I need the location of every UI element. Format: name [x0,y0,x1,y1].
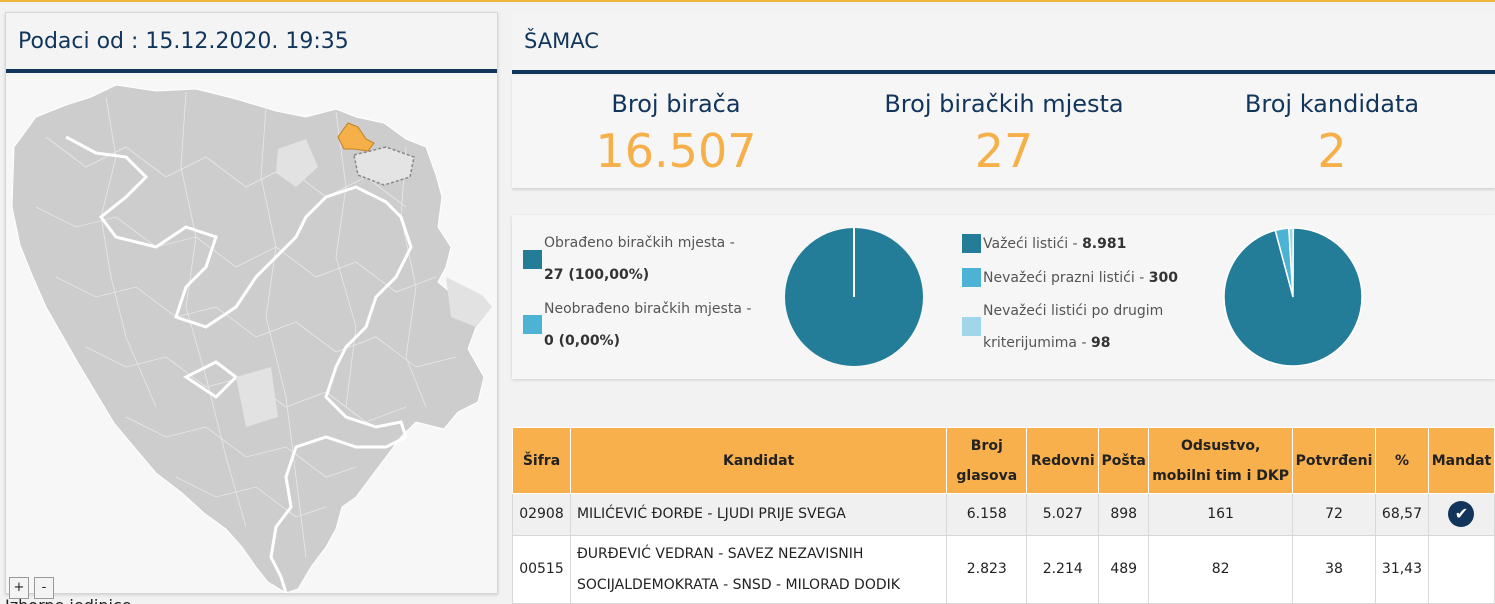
col-mail[interactable]: Pošta [1098,427,1150,494]
cell-mail: 489 [1098,535,1150,604]
ballots-pie-chart[interactable] [1207,211,1378,382]
cell-absent: 82 [1148,535,1294,604]
table-row[interactable]: 02908 MILIĆEVIĆ ĐORĐE - LJUDI PRIJE SVEG… [512,493,1495,536]
map-panel: Podaci od : 15.12.2020. 19:35 [5,12,498,599]
col-regular[interactable]: Redovni [1026,427,1100,494]
cell-votes: 2.823 [946,535,1028,604]
cell-candidate-line1: ĐURĐEVIĆ VEDRAN - SAVEZ NEZAVISNIH [576,545,864,562]
col-absent[interactable]: Odsustvo, mobilni tim i DKP [1148,427,1294,494]
brcko-district[interactable] [353,146,415,186]
cell-candidate: MILIĆEVIĆ ĐORĐE - LJUDI PRIJE SVEGA [569,493,948,536]
stat-label: Broj birača [611,90,741,118]
cell-percent: 31,43 [1375,535,1429,604]
cell-confirmed: 72 [1292,493,1376,536]
invalid-other-label-line1: Nevažeći listići po drugim [983,303,1164,319]
ballots-pie-slice-2[interactable] [1208,212,1377,381]
col-code[interactable]: Šifra [512,427,571,494]
selected-municipality-samac[interactable] [337,122,375,152]
data-timestamp: Podaci od : 15.12.2020. 19:35 [6,13,497,73]
map-footer-label: Izborne jedinice [5,596,132,604]
cell-code: 02908 [512,493,571,536]
col-absent-line1: Odsustvo, [1180,437,1261,454]
processed-label: Obrađeno biračkih mjesta - [544,235,735,251]
mandate-check-icon: ✔ [1448,501,1475,527]
invalid-other-label-line2: kriterijumima - [983,335,1087,351]
unprocessed-swatch [523,315,542,334]
unprocessed-legend: Neobrađeno biračkih mjesta - 0 (0,00%) [544,293,751,357]
col-mandate[interactable]: Mandat [1427,427,1495,494]
invalid-other-swatch [962,317,981,336]
cell-candidate-line2: SOCIJALDEMOKRATA - SNSD - MILORAD DODIK [576,576,900,593]
entity-boundary [65,135,413,594]
invalid-other-value: 98 [1090,335,1111,351]
processed-legend: Obrađeno biračkih mjesta - 27 (100,00%) [544,227,735,291]
invalid-other-legend: Nevažeći listići po drugim kriterijumima… [983,295,1163,359]
valid-swatch [962,234,981,253]
stat-voters: Broj birača 16.507 [512,76,840,178]
processing-pie-chart[interactable] [784,227,924,367]
table-header-row: Šifra Kandidat Broj glasova Redovni Pošt… [512,427,1495,494]
zoom-in-button[interactable]: + [9,577,29,599]
cell-regular: 2.214 [1026,535,1100,604]
cell-votes: 6.158 [946,493,1028,536]
stats-panel: Broj birača 16.507 Broj biračkih mjesta … [512,76,1495,188]
stat-polling-stations: Broj biračkih mjesta 27 [840,76,1168,178]
valid-label: Važeći listići - [983,236,1078,252]
col-absent-line2: mobilni tim i DKP [1152,467,1290,484]
unprocessed-label: Neobrađeno biračkih mjesta - [544,301,752,317]
processed-value: 27 (100,00%) [544,267,650,283]
invalid-empty-swatch [962,268,981,287]
cell-candidate: ĐURĐEVIĆ VEDRAN - SAVEZ NEZAVISNIH SOCIJ… [569,535,948,604]
summary-panel: Obrađeno biračkih mjesta - 27 (100,00%) … [512,215,1495,379]
country-shape[interactable] [11,84,485,594]
cell-percent: 68,57 [1375,493,1429,536]
cell-absent: 161 [1148,493,1294,536]
bosnia-map-svg[interactable] [6,77,497,594]
stat-value: 2 [1317,124,1347,178]
stat-label: Broj biračkih mjesta [884,90,1124,118]
col-percent[interactable]: % [1375,427,1429,494]
valid-legend: Važeći listići - 8.981 [983,228,1126,260]
invalid-empty-label: Nevažeći prazni listići - [983,270,1145,286]
valid-value: 8.981 [1082,236,1127,252]
stat-value: 27 [974,124,1034,178]
cell-confirmed: 38 [1292,535,1376,604]
stat-value: 16.507 [595,124,757,178]
processed-swatch [523,250,542,269]
invalid-empty-value: 300 [1148,270,1178,286]
col-votes-line2: glasova [956,467,1018,484]
region-light [276,139,318,187]
municipality-title: ŠAMAC [512,12,1495,74]
cell-regular: 5.027 [1026,493,1100,536]
stat-label: Broj kandidata [1244,90,1420,118]
col-candidate[interactable]: Kandidat [569,427,948,494]
col-votes-line1: Broj [970,437,1003,454]
region-light [236,367,278,427]
top-accent-line [0,0,1495,2]
cell-code: 00515 [512,535,571,604]
municipality-borders [35,91,457,558]
election-map[interactable]: + - [6,77,497,599]
stat-candidates: Broj kandidata 2 [1168,76,1495,178]
unprocessed-value: 0 (0,00%) [544,333,620,349]
cell-mail: 898 [1098,493,1150,536]
invalid-empty-legend: Nevažeći prazni listići - 300 [983,262,1178,294]
col-votes[interactable]: Broj glasova [946,427,1028,494]
cell-mandate [1427,535,1495,604]
cell-mandate: ✔ [1427,493,1495,536]
col-confirmed[interactable]: Potvrđeni [1292,427,1376,494]
zoom-out-button[interactable]: - [34,577,54,599]
region-light [446,277,492,327]
table-row[interactable]: 00515 ĐURĐEVIĆ VEDRAN - SAVEZ NEZAVISNIH… [512,535,1495,604]
results-table: Šifra Kandidat Broj glasova Redovni Pošt… [512,427,1495,604]
